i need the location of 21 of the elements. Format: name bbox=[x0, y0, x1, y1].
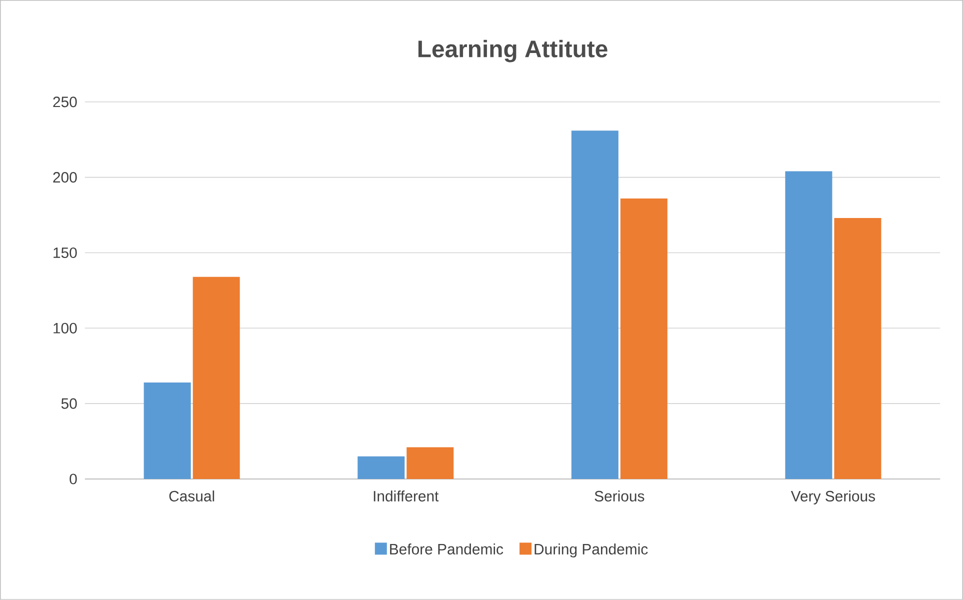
chart-title: Learning Attitute bbox=[418, 40, 608, 62]
x-tick-label: Serious bbox=[594, 490, 644, 502]
y-tick-label: 100 bbox=[54, 322, 77, 334]
x-tick-label: Casual bbox=[169, 490, 214, 502]
bar bbox=[406, 447, 454, 480]
legend-label: During Pandemic bbox=[534, 544, 648, 558]
y-tick-label: 250 bbox=[53, 96, 77, 108]
x-tick-label: Very Serious bbox=[790, 490, 876, 504]
bar bbox=[785, 171, 832, 480]
x-tick-label: Indifferent bbox=[374, 490, 439, 502]
legend-label: Before Pandemic bbox=[390, 544, 504, 555]
y-tick-label: 200 bbox=[53, 172, 77, 183]
bar bbox=[144, 382, 191, 480]
bar bbox=[192, 276, 240, 480]
bar bbox=[620, 198, 668, 480]
bar bbox=[358, 456, 405, 480]
y-tick-label: 50 bbox=[61, 398, 77, 409]
bar bbox=[834, 218, 882, 480]
bar bbox=[571, 130, 618, 480]
y-tick-label: 150 bbox=[54, 247, 77, 258]
y-tick-label: 0 bbox=[70, 474, 77, 484]
